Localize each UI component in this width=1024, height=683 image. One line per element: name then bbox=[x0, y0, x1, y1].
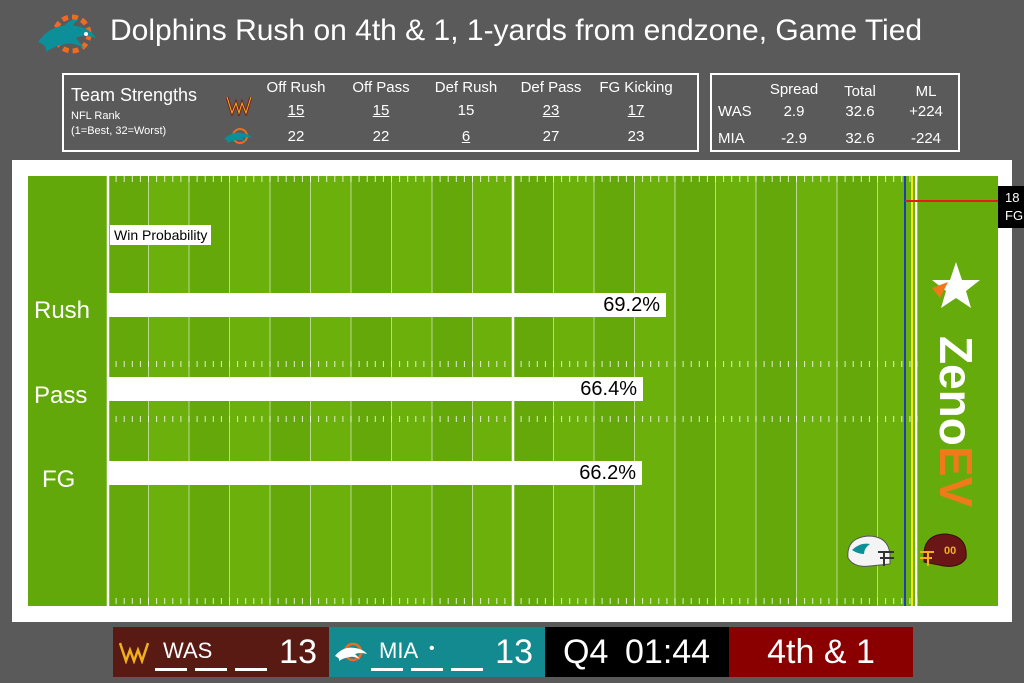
svg-text:00: 00 bbox=[944, 545, 956, 557]
zenoev-wordmark: ZenoEV bbox=[930, 336, 982, 508]
commanders-helmet-icon: 00 bbox=[920, 533, 967, 567]
odds-team-was: WAS bbox=[718, 103, 752, 120]
home-timeout-3 bbox=[451, 668, 483, 671]
was-fg-kicking: 17 bbox=[627, 102, 645, 119]
dolphins-logo-icon bbox=[38, 14, 96, 54]
was-def-rush: 15 bbox=[457, 102, 475, 119]
bar-value-pass: 66.4% bbox=[580, 378, 637, 400]
col-spread: Spread bbox=[769, 81, 819, 98]
fg-range-line bbox=[905, 200, 999, 202]
scoreboard-home: MIA • 13 bbox=[329, 627, 545, 677]
star-icon bbox=[932, 262, 980, 308]
mia-off-pass: 22 bbox=[372, 128, 390, 145]
down-and-distance: 4th & 1 bbox=[729, 627, 913, 677]
was-off-rush: 15 bbox=[287, 102, 305, 119]
header: Dolphins Rush on 4th & 1, 1-yards from e… bbox=[0, 0, 1024, 68]
scoreboard-away: WAS 13 bbox=[113, 627, 329, 677]
away-team-abbr: WAS bbox=[163, 638, 213, 663]
bar-value-rush: 69.2% bbox=[603, 294, 660, 316]
category-label-fg: FG bbox=[42, 466, 76, 493]
category-label-pass: Pass bbox=[34, 382, 88, 409]
away-timeout-2 bbox=[195, 668, 227, 671]
was-spread: 2.9 bbox=[783, 103, 805, 120]
commanders-logo-icon bbox=[119, 642, 149, 664]
commanders-logo-icon bbox=[226, 96, 252, 116]
turf-stripe bbox=[675, 176, 716, 606]
team-strengths-scale: (1=Best, 32=Worst) bbox=[71, 125, 167, 137]
category-label-rush: Rush bbox=[34, 297, 91, 324]
mia-spread: -2.9 bbox=[781, 130, 807, 147]
dolphins-small-logo-icon bbox=[224, 128, 252, 144]
was-off-pass: 15 bbox=[372, 102, 390, 119]
away-timeout-1 bbox=[155, 668, 187, 671]
was-def-pass: 23 bbox=[542, 102, 560, 119]
mia-fg-kicking: 23 bbox=[627, 128, 645, 145]
right-endzone bbox=[918, 176, 998, 606]
team-strengths-title: Team Strengths bbox=[71, 85, 198, 105]
odds-team-mia: MIA bbox=[718, 130, 745, 147]
left-endzone bbox=[28, 176, 108, 606]
down-distance-text: 4th & 1 bbox=[767, 633, 875, 671]
fg-range-yards: 18 bbox=[1005, 190, 1020, 205]
fg-range-marker: 18 FG bbox=[998, 186, 1024, 228]
bar-fg: 66.2% bbox=[108, 461, 642, 485]
time-remaining: 01:44 bbox=[625, 633, 711, 671]
col-ml: ML bbox=[915, 83, 937, 100]
mia-def-rush: 6 bbox=[461, 128, 471, 145]
away-timeout-3 bbox=[235, 668, 267, 671]
page-title: Dolphins Rush on 4th & 1, 1-yards from e… bbox=[110, 14, 923, 47]
col-fg-kicking: FG Kicking bbox=[599, 79, 673, 96]
zenoev-logo: ZenoEV bbox=[930, 262, 982, 508]
was-ml: +224 bbox=[909, 103, 943, 120]
home-team-score: 13 bbox=[495, 633, 533, 671]
home-timeout-1 bbox=[371, 668, 403, 671]
possession-indicator: • bbox=[429, 640, 435, 657]
mia-off-rush: 22 bbox=[287, 128, 305, 145]
mia-ml: -224 bbox=[910, 130, 942, 147]
col-off-pass: Off Pass bbox=[352, 79, 410, 96]
dolphins-helmet-icon bbox=[847, 535, 894, 567]
fg-range-label: FG bbox=[1005, 208, 1024, 223]
away-team-score: 13 bbox=[279, 633, 317, 671]
turf-stripe bbox=[837, 176, 878, 606]
mia-total: 32.6 bbox=[845, 130, 875, 147]
bar-rush: 69.2% bbox=[108, 293, 666, 317]
game-clock: Q4 01:44 bbox=[545, 627, 729, 677]
betting-odds-panel: Spread Total ML WAS 2.9 32.6 +224 MIA -2… bbox=[710, 73, 960, 152]
team-strengths-subtitle: NFL Rank bbox=[71, 110, 121, 122]
team-strengths-panel: Team Strengths NFL Rank (1=Best, 32=Wors… bbox=[62, 73, 699, 152]
quarter: Q4 bbox=[563, 633, 609, 671]
win-probability-label: Win Probability bbox=[110, 225, 212, 245]
col-off-rush: Off Rush bbox=[266, 79, 326, 96]
col-total: Total bbox=[844, 83, 876, 100]
home-team-abbr: MIA bbox=[379, 638, 419, 663]
turf-stripe bbox=[756, 176, 797, 606]
home-timeout-2 bbox=[411, 668, 443, 671]
bar-pass: 66.4% bbox=[108, 377, 643, 401]
col-def-rush: Def Rush bbox=[434, 79, 498, 96]
bar-value-fg: 66.2% bbox=[579, 462, 636, 484]
was-total: 32.6 bbox=[845, 103, 875, 120]
col-def-pass: Def Pass bbox=[520, 79, 582, 96]
mia-def-pass: 27 bbox=[542, 128, 560, 145]
dolphins-logo-icon bbox=[335, 642, 367, 662]
